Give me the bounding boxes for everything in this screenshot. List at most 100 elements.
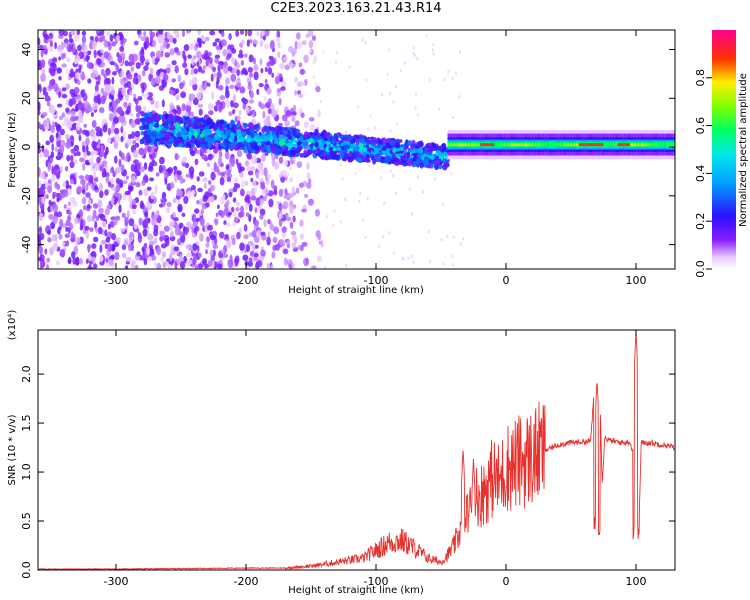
heatmap-cell <box>263 119 268 127</box>
heatmap-cell <box>275 148 282 153</box>
heatmap-cell <box>273 190 278 196</box>
heatmap-cell <box>94 220 98 230</box>
heatmap-cell <box>225 85 229 93</box>
heatmap-cell <box>80 54 84 59</box>
heatmap-cell <box>185 173 191 178</box>
heatmap-cell <box>221 39 227 47</box>
heatmap-cell <box>89 129 96 136</box>
heatmap-cell <box>253 186 258 194</box>
heatmap-cell <box>245 244 250 253</box>
heatmap-cell <box>46 101 51 107</box>
heatmap-cell <box>66 57 71 63</box>
heatmap-cell <box>85 137 90 146</box>
heatmap-cell <box>150 191 155 200</box>
heatmap-cell <box>267 218 271 225</box>
heatmap-cell <box>197 263 204 269</box>
heatmap-cell <box>196 61 200 68</box>
heatmap-cell <box>536 143 539 147</box>
heatmap-cell <box>303 150 307 155</box>
heatmap-cell <box>52 62 57 72</box>
heatmap-cell <box>294 40 298 50</box>
heatmap-cell <box>43 148 50 158</box>
heatmap-cell <box>107 127 111 136</box>
heatmap-cell <box>104 164 108 170</box>
heatmap-cell <box>124 239 129 246</box>
heatmap-cell <box>108 113 114 122</box>
heatmap-cell <box>236 129 242 136</box>
heatmap-cell <box>267 231 271 239</box>
heatmap-cell <box>452 263 455 267</box>
heatmap-cell <box>175 222 180 232</box>
heatmap-cell <box>279 239 285 246</box>
heatmap-cell <box>320 239 324 248</box>
heatmap-cell <box>255 171 260 179</box>
heatmap-cell <box>210 234 216 241</box>
heatmap-cell <box>256 134 261 140</box>
heatmap-cell <box>99 244 103 253</box>
heatmap-cell <box>139 200 144 209</box>
heatmap-cell <box>233 258 239 267</box>
heatmap-cell <box>230 100 234 108</box>
heatmap-cell <box>164 237 170 247</box>
heatmap-cell <box>197 103 204 108</box>
heatmap-cell <box>227 259 231 266</box>
heatmap-cell <box>91 120 97 128</box>
heatmap-cell <box>104 208 110 216</box>
heatmap-cell <box>246 164 251 172</box>
heatmap-cell <box>276 88 282 93</box>
heatmap-cell <box>42 120 47 128</box>
heatmap-cell <box>361 218 364 222</box>
heatmap-cell <box>134 130 141 138</box>
heatmap-cell <box>76 30 81 36</box>
heatmap-cell <box>187 143 192 149</box>
heatmap-cell <box>219 231 225 239</box>
heatmap-cell <box>196 92 202 100</box>
heatmap-cell <box>187 54 192 59</box>
heatmap-cell <box>56 139 61 148</box>
heatmap-cell <box>456 143 459 147</box>
heatmap-cell <box>246 39 250 47</box>
heatmap-cell <box>191 135 195 140</box>
heatmap-cell <box>365 159 371 163</box>
heatmap-cell <box>82 219 86 227</box>
heatmap-cell <box>230 158 235 167</box>
heatmap-cell <box>202 37 206 42</box>
heatmap-cell <box>622 143 625 147</box>
heatmap-cell <box>177 203 183 213</box>
heatmap-cell <box>130 119 137 129</box>
heatmap-cell <box>185 221 192 228</box>
heatmap-cell <box>463 143 466 147</box>
heatmap-cell <box>98 207 104 215</box>
heatmap-cell <box>306 162 310 170</box>
heatmap-cell <box>214 54 221 59</box>
heatmap-cell <box>440 238 443 241</box>
heatmap-cell <box>384 157 389 164</box>
heatmap-cell <box>177 74 182 83</box>
heatmap-cell <box>401 155 406 162</box>
heatmap-cell <box>67 215 71 222</box>
heatmap-cell <box>114 197 119 203</box>
heatmap-cell <box>46 96 51 102</box>
heatmap-cell <box>96 144 101 149</box>
heatmap-cell <box>171 60 177 66</box>
heatmap-cell <box>67 258 72 265</box>
heatmap-cell <box>492 143 495 147</box>
heatmap-cell <box>231 141 237 147</box>
heatmap-cell <box>458 143 461 147</box>
heatmap-cell <box>611 143 614 147</box>
heatmap-cell <box>164 52 170 58</box>
heatmap-cell <box>242 254 249 261</box>
heatmap-cell <box>111 233 116 241</box>
heatmap-cell <box>130 163 135 172</box>
heatmap-cell <box>556 143 559 147</box>
heatmap-cell <box>247 30 253 37</box>
heatmap-cell <box>243 147 247 154</box>
heatmap-cell <box>220 142 225 147</box>
heatmap-cell <box>62 181 67 188</box>
heatmap-cell <box>152 39 157 48</box>
heatmap-cell <box>236 150 243 158</box>
heatmap-cell <box>247 240 254 246</box>
heatmap-cell <box>103 39 108 48</box>
heatmap-cell <box>239 136 245 142</box>
heatmap-cell <box>244 180 249 186</box>
